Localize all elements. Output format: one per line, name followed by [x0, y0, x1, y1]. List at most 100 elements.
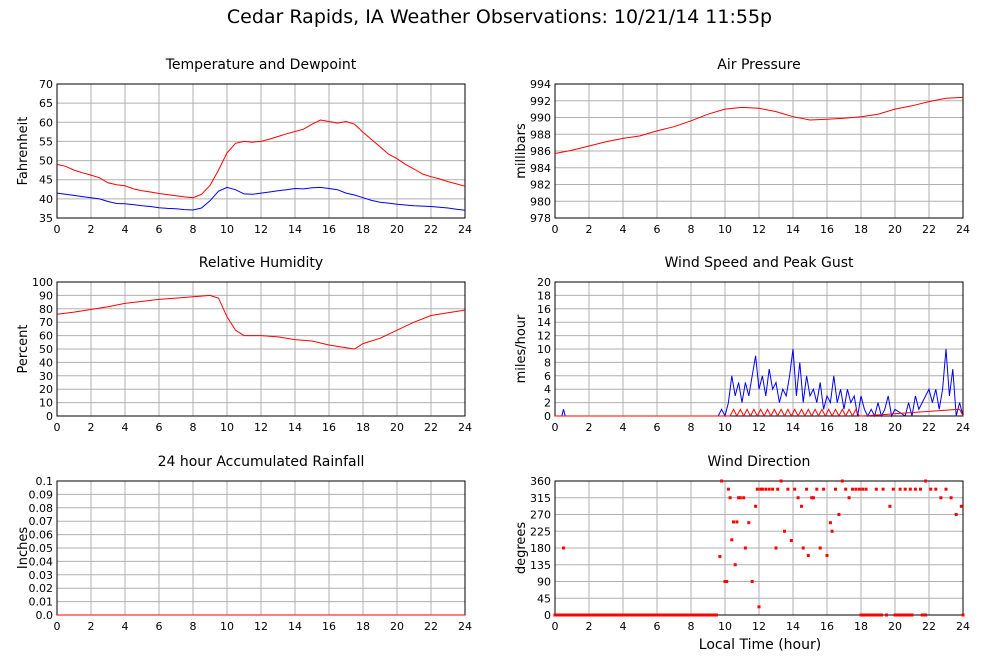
x-tick-label: 12 [752, 421, 766, 434]
scatter-point [728, 496, 732, 500]
y-tick-label: 225 [530, 525, 551, 538]
chart-title: 24 hour Accumulated Rainfall [158, 454, 365, 470]
x-tick-label: 4 [620, 620, 627, 633]
y-tick-label: 60 [39, 330, 53, 343]
scatter-point [720, 479, 724, 483]
series-line-2 [555, 408, 964, 418]
x-tick-label: 14 [288, 223, 302, 236]
x-tick-label: 8 [688, 620, 695, 633]
scatter-point [851, 487, 854, 491]
plot-frame [56, 281, 466, 417]
chart-title: Temperature and Dewpoint [165, 57, 357, 73]
x-tick-label: 14 [288, 620, 302, 633]
y-tick-label: 60 [39, 116, 53, 129]
y-tick-label: 978 [530, 212, 551, 225]
x-tick-label: 0 [552, 620, 559, 633]
scatter-point [805, 487, 809, 491]
scatter-point [750, 580, 754, 583]
scatter-point [774, 546, 778, 550]
scatter-point [754, 504, 758, 508]
x-tick-label: 18 [854, 620, 868, 633]
x-tick-label: 24 [956, 421, 970, 434]
x-tick-label: 24 [458, 223, 472, 236]
y-tick-label: 35 [39, 212, 53, 225]
scatter-point [828, 521, 832, 525]
scatter-point [723, 580, 727, 583]
series-line-1 [56, 294, 466, 350]
scatter-point [908, 487, 912, 491]
y-tick-label: 0.01 [29, 596, 54, 609]
y-tick-label: 70 [39, 316, 53, 329]
x-tick-label: 8 [190, 620, 197, 633]
x-tick-label: 18 [854, 421, 868, 434]
x-tick-label: 18 [854, 223, 868, 236]
scatter-point [771, 487, 775, 491]
scatter-point [759, 487, 763, 491]
x-tick-label: 24 [956, 620, 970, 633]
scatter-point [854, 487, 858, 491]
scatter-point [834, 487, 837, 491]
chart-title: Wind Direction [708, 454, 811, 470]
y-tick-label: 360 [530, 475, 551, 488]
y-tick-label: 45 [39, 174, 53, 187]
x-tick-label: 20 [888, 421, 902, 434]
plot-frame [554, 480, 964, 616]
y-tick-label: 984 [530, 162, 551, 175]
y-tick-label: 16 [537, 303, 551, 316]
y-tick-label: 986 [530, 145, 551, 158]
y-axis-label: miles/hour [514, 314, 529, 383]
scatter-point [806, 553, 810, 557]
scatter-point [961, 613, 965, 617]
x-tick-label: 8 [190, 223, 197, 236]
plot-frame [554, 281, 964, 417]
x-tick-label: 2 [88, 421, 95, 434]
scatter-point [755, 487, 759, 491]
scatter-point [815, 487, 819, 491]
x-tick-label: 22 [922, 620, 936, 633]
plot-frame [56, 83, 466, 219]
x-tick-label: 16 [322, 223, 336, 236]
series-line-1 [555, 348, 964, 418]
scatter-point [913, 487, 917, 491]
series-line-1 [554, 96, 964, 154]
x-tick-label: 8 [688, 223, 695, 236]
scatter-point [810, 496, 814, 500]
x-tick-label: 0 [552, 421, 559, 434]
y-tick-label: 0.09 [29, 488, 54, 501]
x-tick-label: 8 [688, 421, 695, 434]
x-tick-label: 16 [820, 421, 834, 434]
scatter-point [861, 487, 865, 491]
y-tick-label: 0.04 [29, 555, 54, 568]
y-tick-label: 0.03 [29, 569, 54, 582]
x-tick-label: 2 [586, 421, 593, 434]
y-tick-label: 988 [530, 128, 551, 141]
y-axis-label: millibars [514, 123, 529, 179]
y-tick-label: 45 [537, 592, 551, 605]
x-tick-label: 16 [820, 223, 834, 236]
scatter-point [891, 487, 895, 491]
y-tick-label: 315 [530, 492, 551, 505]
scatter-point [760, 487, 764, 491]
y-axis-label: Inches [16, 527, 31, 569]
scatter-point [738, 496, 742, 500]
scatter-point [789, 539, 793, 543]
x-tick-label: 20 [390, 620, 404, 633]
x-tick-label: 4 [122, 223, 129, 236]
y-tick-label: 980 [530, 195, 551, 208]
scatter-point [757, 605, 761, 609]
y-tick-label: 2 [544, 397, 551, 410]
chart-title: Air Pressure [717, 57, 800, 73]
y-tick-label: 90 [537, 576, 551, 589]
scatter-point [737, 496, 741, 500]
scatter-point [939, 496, 943, 500]
scatter-point [840, 479, 844, 483]
y-tick-label: 12 [537, 330, 551, 343]
x-tick-label: 2 [586, 620, 593, 633]
scatter-point [786, 487, 790, 491]
scatter-point [783, 529, 786, 533]
y-tick-label: 40 [39, 193, 53, 206]
x-tick-label: 24 [956, 223, 970, 236]
scatter-point [735, 520, 739, 524]
